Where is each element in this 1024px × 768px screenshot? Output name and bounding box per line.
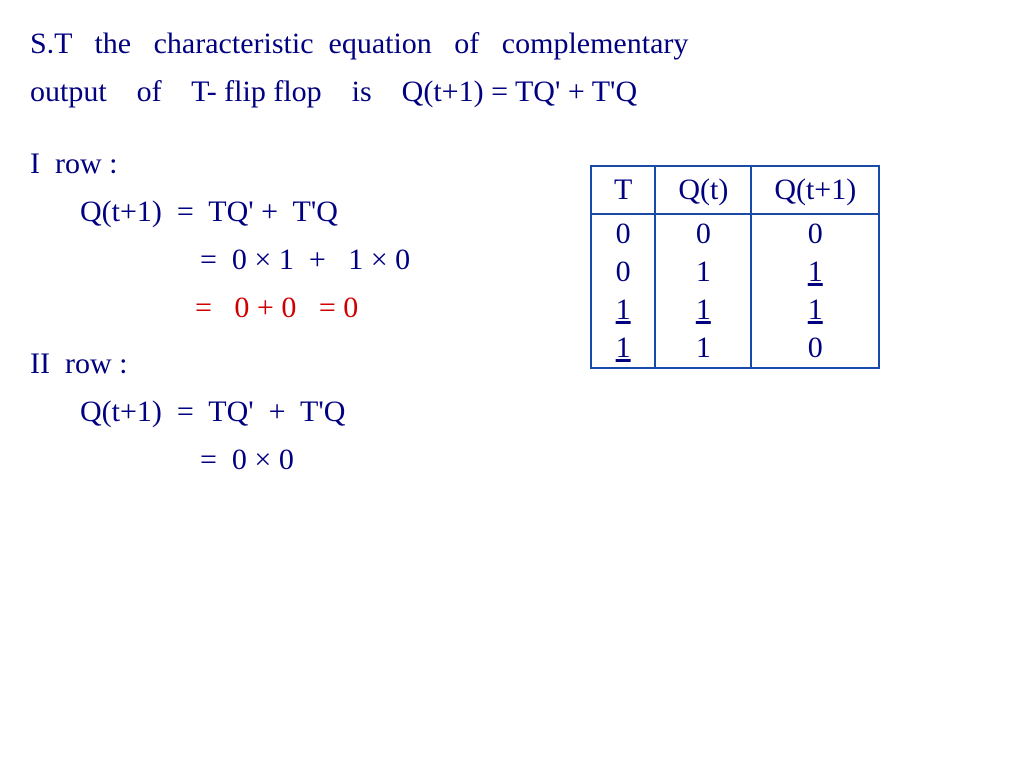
table-cell: 0 xyxy=(655,214,751,253)
table-cell: 0 xyxy=(591,253,655,291)
table-cell: 0 xyxy=(751,214,879,253)
truth-table: T Q(t) Q(t+1) 000011111110 xyxy=(590,165,880,369)
table-cell: 1 xyxy=(751,253,879,291)
table-row: 000 xyxy=(591,214,879,253)
table-header-row: T Q(t) Q(t+1) xyxy=(591,166,879,214)
table-row: 110 xyxy=(591,329,879,368)
table-cell: 0 xyxy=(591,214,655,253)
table-cell: 1 xyxy=(591,291,655,329)
col-header-qt1: Q(t+1) xyxy=(751,166,879,214)
row2-eq-1: Q(t+1) = TQ' + T'Q xyxy=(30,388,994,436)
table-cell: 1 xyxy=(591,329,655,368)
table-cell: 1 xyxy=(751,291,879,329)
table-cell: 0 xyxy=(751,329,879,368)
handwritten-page: S.T the characteristic equation of compl… xyxy=(0,0,1024,768)
table-cell: 1 xyxy=(655,253,751,291)
row2-eq-2: = 0 × 0 xyxy=(30,436,994,484)
table-cell: 1 xyxy=(655,329,751,368)
statement-line-2: output of T- flip flop is Q(t+1) = TQ' +… xyxy=(30,68,994,116)
statement-line-1: S.T the characteristic equation of compl… xyxy=(30,20,994,68)
table-cell: 1 xyxy=(655,291,751,329)
table-row: 011 xyxy=(591,253,879,291)
col-header-qt: Q(t) xyxy=(655,166,751,214)
table-body: 000011111110 xyxy=(591,214,879,368)
table-row: 111 xyxy=(591,291,879,329)
col-header-t: T xyxy=(591,166,655,214)
